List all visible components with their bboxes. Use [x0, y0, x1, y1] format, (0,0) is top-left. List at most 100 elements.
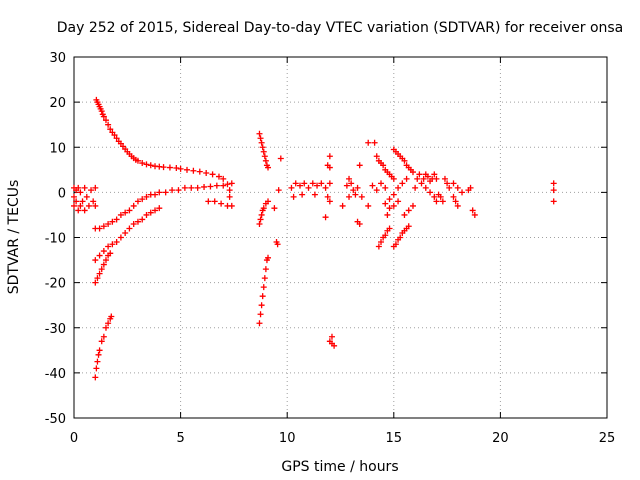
data-point	[459, 189, 466, 196]
data-point	[143, 211, 150, 218]
data-point	[85, 202, 92, 209]
data-point	[181, 184, 188, 191]
data-point	[194, 184, 201, 191]
data-point	[322, 214, 329, 221]
data-point	[203, 169, 210, 176]
data-point	[261, 275, 268, 282]
data-point	[259, 293, 266, 300]
data-point	[258, 302, 265, 309]
data-point	[105, 220, 112, 227]
data-point	[326, 198, 333, 205]
y-tick-label: 0	[58, 186, 66, 201]
data-point	[215, 173, 222, 180]
data-point	[409, 202, 416, 209]
data-point	[271, 205, 278, 212]
data-point	[382, 232, 389, 239]
data-point	[265, 164, 272, 171]
x-axis: 0 5 10 15 20 25	[70, 57, 615, 446]
x-tick-label: 20	[492, 431, 509, 446]
x-tick-label: 0	[70, 431, 78, 446]
data-point	[375, 243, 382, 250]
data-point	[277, 155, 284, 162]
data-point	[75, 184, 82, 191]
data-point	[258, 139, 265, 146]
data-point	[224, 181, 231, 188]
data-point	[371, 139, 378, 146]
data-point	[92, 279, 99, 286]
data-point	[143, 161, 150, 168]
data-point	[173, 165, 180, 172]
data-point	[226, 187, 233, 194]
data-point	[102, 117, 109, 124]
data-point	[79, 198, 86, 205]
data-point	[92, 257, 99, 264]
data-point	[397, 234, 404, 241]
data-point	[71, 193, 77, 200]
data-point	[152, 207, 159, 214]
data-point	[433, 198, 440, 205]
data-point	[401, 211, 408, 218]
data-point	[113, 216, 120, 223]
data-point	[81, 207, 88, 214]
data-point	[386, 225, 393, 232]
data-point	[354, 184, 361, 191]
data-point	[386, 196, 393, 203]
data-point	[139, 196, 146, 203]
data-point	[309, 180, 316, 187]
data-point	[444, 180, 451, 187]
data-point	[100, 223, 107, 230]
data-point	[152, 191, 159, 198]
y-tick-label: -10	[45, 232, 66, 247]
data-point	[90, 198, 97, 205]
data-point	[259, 144, 266, 151]
data-point	[105, 121, 112, 128]
data-point	[346, 193, 353, 200]
data-point	[100, 113, 107, 120]
data-point	[356, 220, 363, 227]
data-point	[290, 193, 297, 200]
data-point	[92, 374, 99, 381]
data-point	[201, 183, 208, 190]
data-point	[226, 193, 233, 200]
data-point	[107, 250, 114, 257]
data-point	[134, 157, 141, 164]
data-point	[314, 182, 321, 189]
data-point	[343, 182, 350, 189]
data-point	[220, 175, 227, 182]
data-point	[450, 193, 457, 200]
data-point	[356, 162, 363, 169]
data-point	[403, 175, 410, 182]
data-point	[296, 182, 303, 189]
data-point	[439, 198, 446, 205]
data-point	[431, 171, 438, 178]
data-point	[414, 175, 421, 182]
data-point	[324, 193, 331, 200]
y-tick-label: -40	[45, 367, 66, 382]
x-tick-label: 25	[599, 431, 616, 446]
data-point	[399, 180, 406, 187]
data-point	[209, 171, 216, 178]
data-point	[422, 184, 429, 191]
data-point	[550, 187, 557, 194]
data-point	[275, 187, 282, 194]
data-point	[352, 191, 359, 198]
data-point	[205, 198, 212, 205]
y-tick-label: -20	[45, 277, 66, 292]
data-point	[117, 234, 124, 241]
data-point	[322, 184, 329, 191]
data-point	[441, 175, 448, 182]
data-point	[437, 193, 444, 200]
data-point	[424, 173, 431, 180]
data-point	[92, 184, 99, 191]
data-point	[257, 135, 264, 142]
data-point	[305, 184, 312, 191]
data-point	[77, 189, 84, 196]
data-point	[207, 183, 214, 190]
data-point	[126, 207, 133, 214]
data-point	[258, 211, 265, 218]
data-point	[228, 180, 235, 187]
data-point	[365, 202, 372, 209]
data-point	[77, 202, 84, 209]
data-point	[409, 169, 416, 176]
